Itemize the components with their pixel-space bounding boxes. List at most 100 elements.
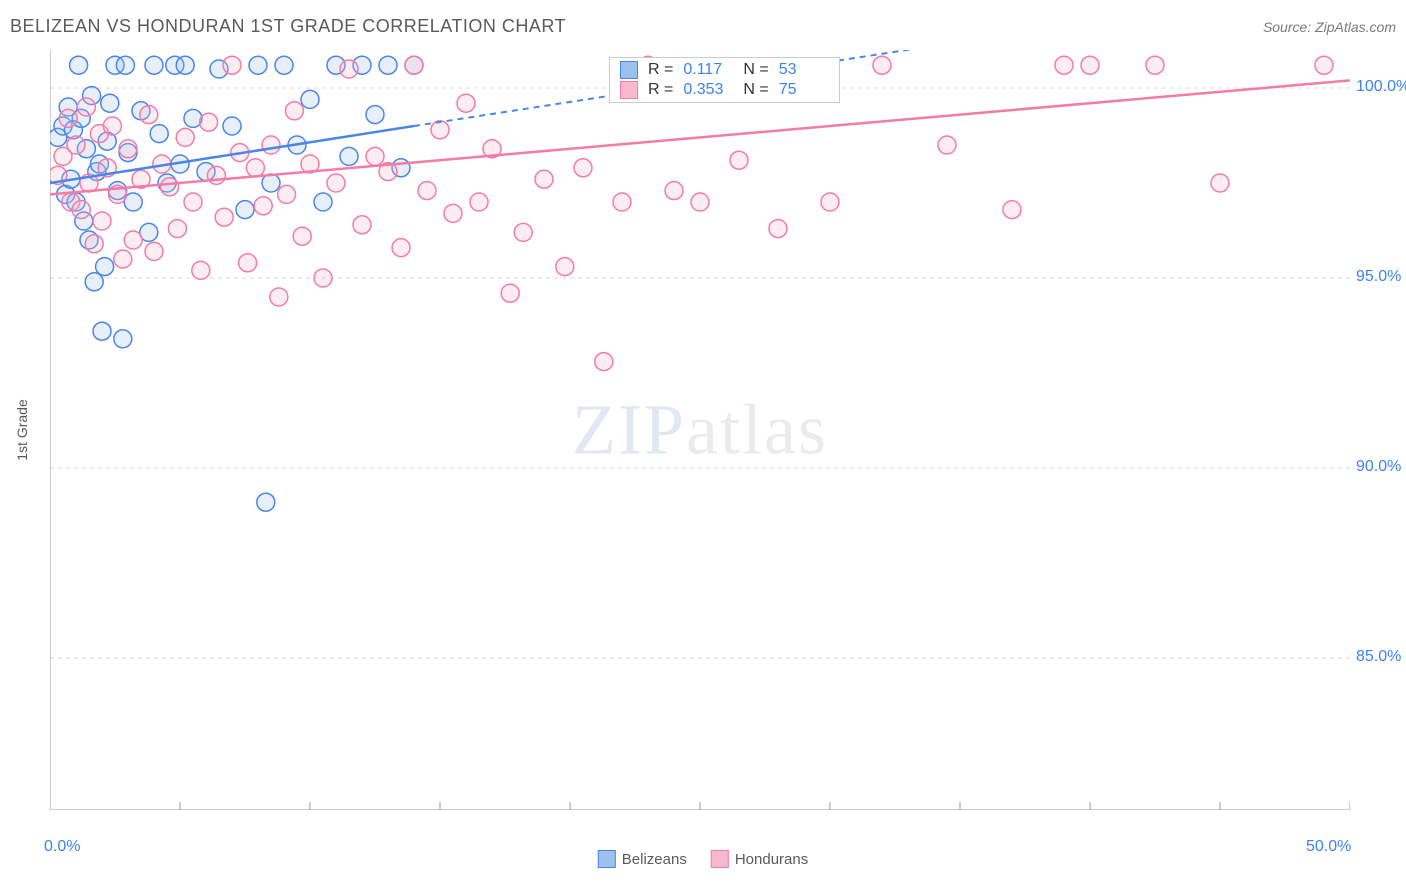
data-point	[114, 330, 132, 348]
data-point	[405, 56, 423, 74]
legend-label: Hondurans	[735, 851, 808, 868]
data-point	[85, 273, 103, 291]
data-point	[145, 242, 163, 260]
data-point	[262, 136, 280, 154]
data-point	[77, 98, 95, 116]
data-point	[59, 109, 77, 127]
data-point	[1146, 56, 1164, 74]
data-point	[239, 254, 257, 272]
correlation-legend: R =0.117N =53R =0.353N =75	[609, 57, 840, 103]
data-point	[1055, 56, 1073, 74]
data-point	[116, 56, 134, 74]
data-point	[103, 117, 121, 135]
data-point	[184, 193, 202, 211]
chart-area: ZIPatlas R =0.117N =53R =0.353N =75	[50, 50, 1350, 810]
legend-swatch	[598, 850, 616, 868]
legend-swatch	[620, 81, 638, 99]
data-point	[514, 223, 532, 241]
data-point	[246, 159, 264, 177]
data-point	[67, 136, 85, 154]
title-bar: BELIZEAN VS HONDURAN 1ST GRADE CORRELATI…	[10, 16, 1396, 37]
data-point	[93, 322, 111, 340]
data-point	[168, 220, 186, 238]
data-point	[1081, 56, 1099, 74]
data-point	[200, 113, 218, 131]
data-point	[161, 178, 179, 196]
y-tick-label: 95.0%	[1356, 268, 1401, 286]
y-axis-label: 1st Grade	[14, 399, 30, 460]
data-point	[665, 182, 683, 200]
data-point	[285, 102, 303, 120]
data-point	[769, 220, 787, 238]
data-point	[574, 159, 592, 177]
legend-item: Belizeans	[598, 850, 687, 868]
data-point	[938, 136, 956, 154]
data-point	[85, 235, 103, 253]
source-label: Source: ZipAtlas.com	[1263, 19, 1396, 35]
data-point	[613, 193, 631, 211]
data-point	[257, 493, 275, 511]
y-tick-label: 100.0%	[1356, 78, 1406, 96]
data-point	[114, 250, 132, 268]
data-point	[1003, 201, 1021, 219]
data-point	[124, 231, 142, 249]
data-point	[366, 106, 384, 124]
data-point	[470, 193, 488, 211]
data-point	[145, 56, 163, 74]
data-point	[1211, 174, 1229, 192]
x-axis-min-label: 0.0%	[44, 838, 80, 856]
x-axis-max-label: 50.0%	[1306, 838, 1351, 856]
data-point	[366, 147, 384, 165]
data-point	[418, 182, 436, 200]
data-point	[730, 151, 748, 169]
data-point	[223, 117, 241, 135]
data-point	[340, 147, 358, 165]
legend-swatch	[711, 850, 729, 868]
data-point	[96, 258, 114, 276]
data-point	[176, 128, 194, 146]
data-point	[254, 197, 272, 215]
legend-swatch	[620, 61, 638, 79]
data-point	[176, 56, 194, 74]
data-point	[340, 60, 358, 78]
data-point	[249, 56, 267, 74]
chart-title: BELIZEAN VS HONDURAN 1ST GRADE CORRELATI…	[10, 16, 566, 37]
data-point	[301, 90, 319, 108]
data-point	[70, 56, 88, 74]
data-point	[236, 201, 254, 219]
data-point	[873, 56, 891, 74]
data-point	[691, 193, 709, 211]
correlation-legend-row: R =0.117N =53	[610, 60, 839, 80]
data-point	[821, 193, 839, 211]
data-point	[140, 106, 158, 124]
data-point	[314, 269, 332, 287]
data-point	[556, 258, 574, 276]
scatter-chart	[50, 50, 1350, 810]
correlation-legend-row: R =0.353N =75	[610, 80, 839, 100]
data-point	[278, 185, 296, 203]
data-point	[444, 204, 462, 222]
data-point	[192, 261, 210, 279]
data-point	[119, 140, 137, 158]
data-point	[72, 201, 90, 219]
data-point	[93, 212, 111, 230]
legend-label: Belizeans	[622, 851, 687, 868]
y-tick-label: 90.0%	[1356, 458, 1401, 476]
data-point	[207, 166, 225, 184]
legend-item: Hondurans	[711, 850, 808, 868]
data-point	[535, 170, 553, 188]
y-tick-label: 85.0%	[1356, 648, 1401, 666]
data-point	[293, 227, 311, 245]
data-point	[270, 288, 288, 306]
data-point	[327, 174, 345, 192]
data-point	[392, 239, 410, 257]
data-point	[431, 121, 449, 139]
data-point	[1315, 56, 1333, 74]
data-point	[379, 56, 397, 74]
data-point	[353, 216, 371, 234]
data-point	[457, 94, 475, 112]
data-point	[150, 125, 168, 143]
data-point	[101, 94, 119, 112]
data-point	[314, 193, 332, 211]
data-point	[275, 56, 293, 74]
